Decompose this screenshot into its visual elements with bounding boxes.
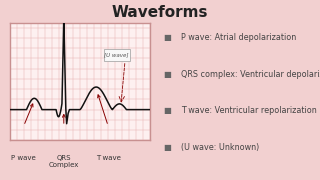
Text: [U wave]: [U wave] xyxy=(104,52,129,57)
Text: QRS complex: Ventricular depolarization: QRS complex: Ventricular depolarization xyxy=(181,70,320,79)
Text: ■: ■ xyxy=(163,107,171,116)
Text: ■: ■ xyxy=(163,70,171,79)
Text: P wave: P wave xyxy=(11,155,36,161)
Text: ■: ■ xyxy=(163,33,171,42)
Text: (U wave: Unknown): (U wave: Unknown) xyxy=(181,143,259,152)
Text: P wave: Atrial depolarization: P wave: Atrial depolarization xyxy=(181,33,296,42)
Text: QRS
Complex: QRS Complex xyxy=(49,155,79,168)
FancyBboxPatch shape xyxy=(103,49,130,61)
Text: T wave: T wave xyxy=(96,155,121,161)
Text: T wave: Ventricular repolarization: T wave: Ventricular repolarization xyxy=(181,107,316,116)
Text: ■: ■ xyxy=(163,143,171,152)
Text: Waveforms: Waveforms xyxy=(112,5,208,20)
